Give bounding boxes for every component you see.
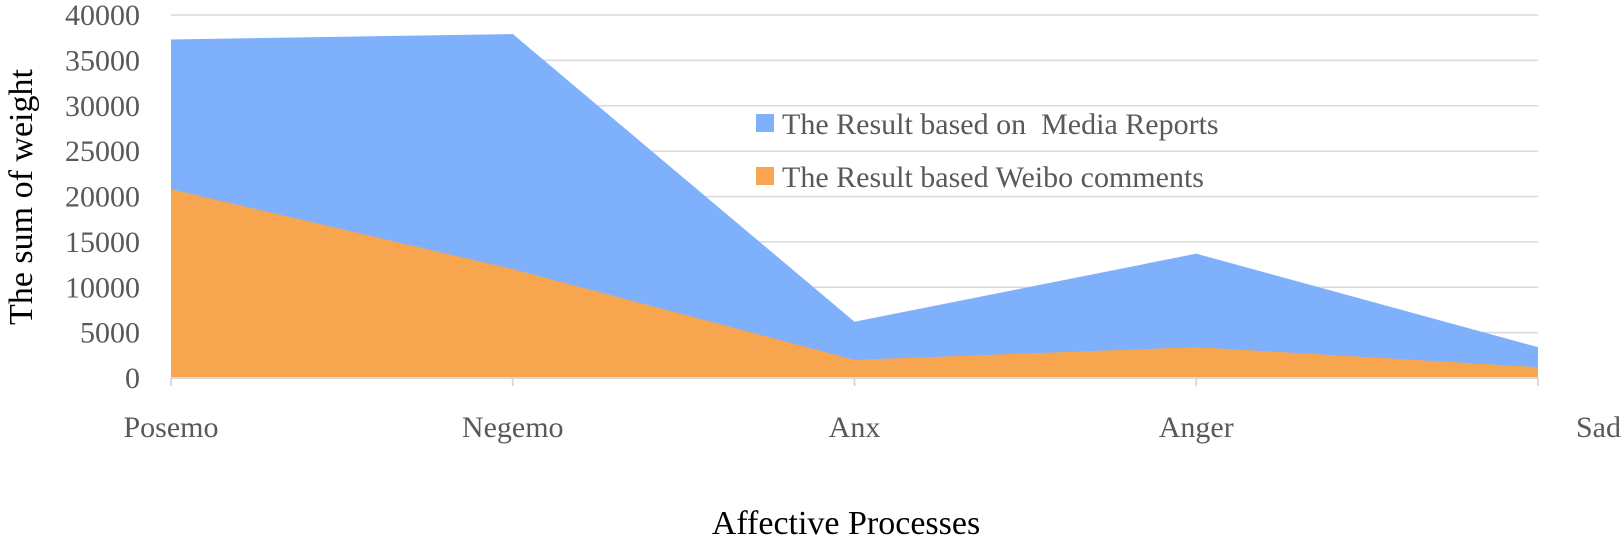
- y-tick-label: 40000: [65, 0, 140, 32]
- x-tick-label: Anger: [1159, 411, 1234, 444]
- y-tick-label: 25000: [65, 135, 140, 168]
- x-tick-labels: Posemo Negemo Anx Anger Sad: [123, 411, 1621, 444]
- y-tick-label: 5000: [80, 317, 140, 350]
- y-tick-label: 10000: [65, 271, 140, 304]
- x-tick-label: Sad: [1576, 411, 1621, 444]
- y-tick-label: 35000: [65, 44, 140, 77]
- legend-label-media-reports: The Result based on Media Reports: [782, 108, 1219, 141]
- series-areas: [171, 34, 1538, 379]
- legend-swatch-weibo-comments: [756, 167, 774, 185]
- legend-swatch-media-reports: [756, 114, 774, 132]
- legend-label-weibo-comments: The Result based Weibo comments: [782, 161, 1204, 194]
- y-axis-label: The sum of weight: [3, 69, 40, 325]
- axes: [170, 377, 1539, 386]
- y-tick-label: 0: [125, 362, 140, 395]
- x-axis-label: Affective Processes: [712, 505, 980, 542]
- x-tick-label: Negemo: [462, 411, 564, 444]
- x-tick-label: Posemo: [123, 411, 218, 444]
- y-tick-labels: 0 5000 10000 15000 20000 25000 30000 35000 40000: [65, 0, 140, 395]
- y-tick-label: 30000: [65, 90, 140, 123]
- y-tick-label: 15000: [65, 226, 140, 259]
- legend: The Result based on Media Reports The Re…: [756, 108, 1219, 194]
- x-tick-label: Anx: [829, 411, 881, 444]
- y-tick-label: 20000: [65, 181, 140, 214]
- area-series-1: [171, 189, 1538, 378]
